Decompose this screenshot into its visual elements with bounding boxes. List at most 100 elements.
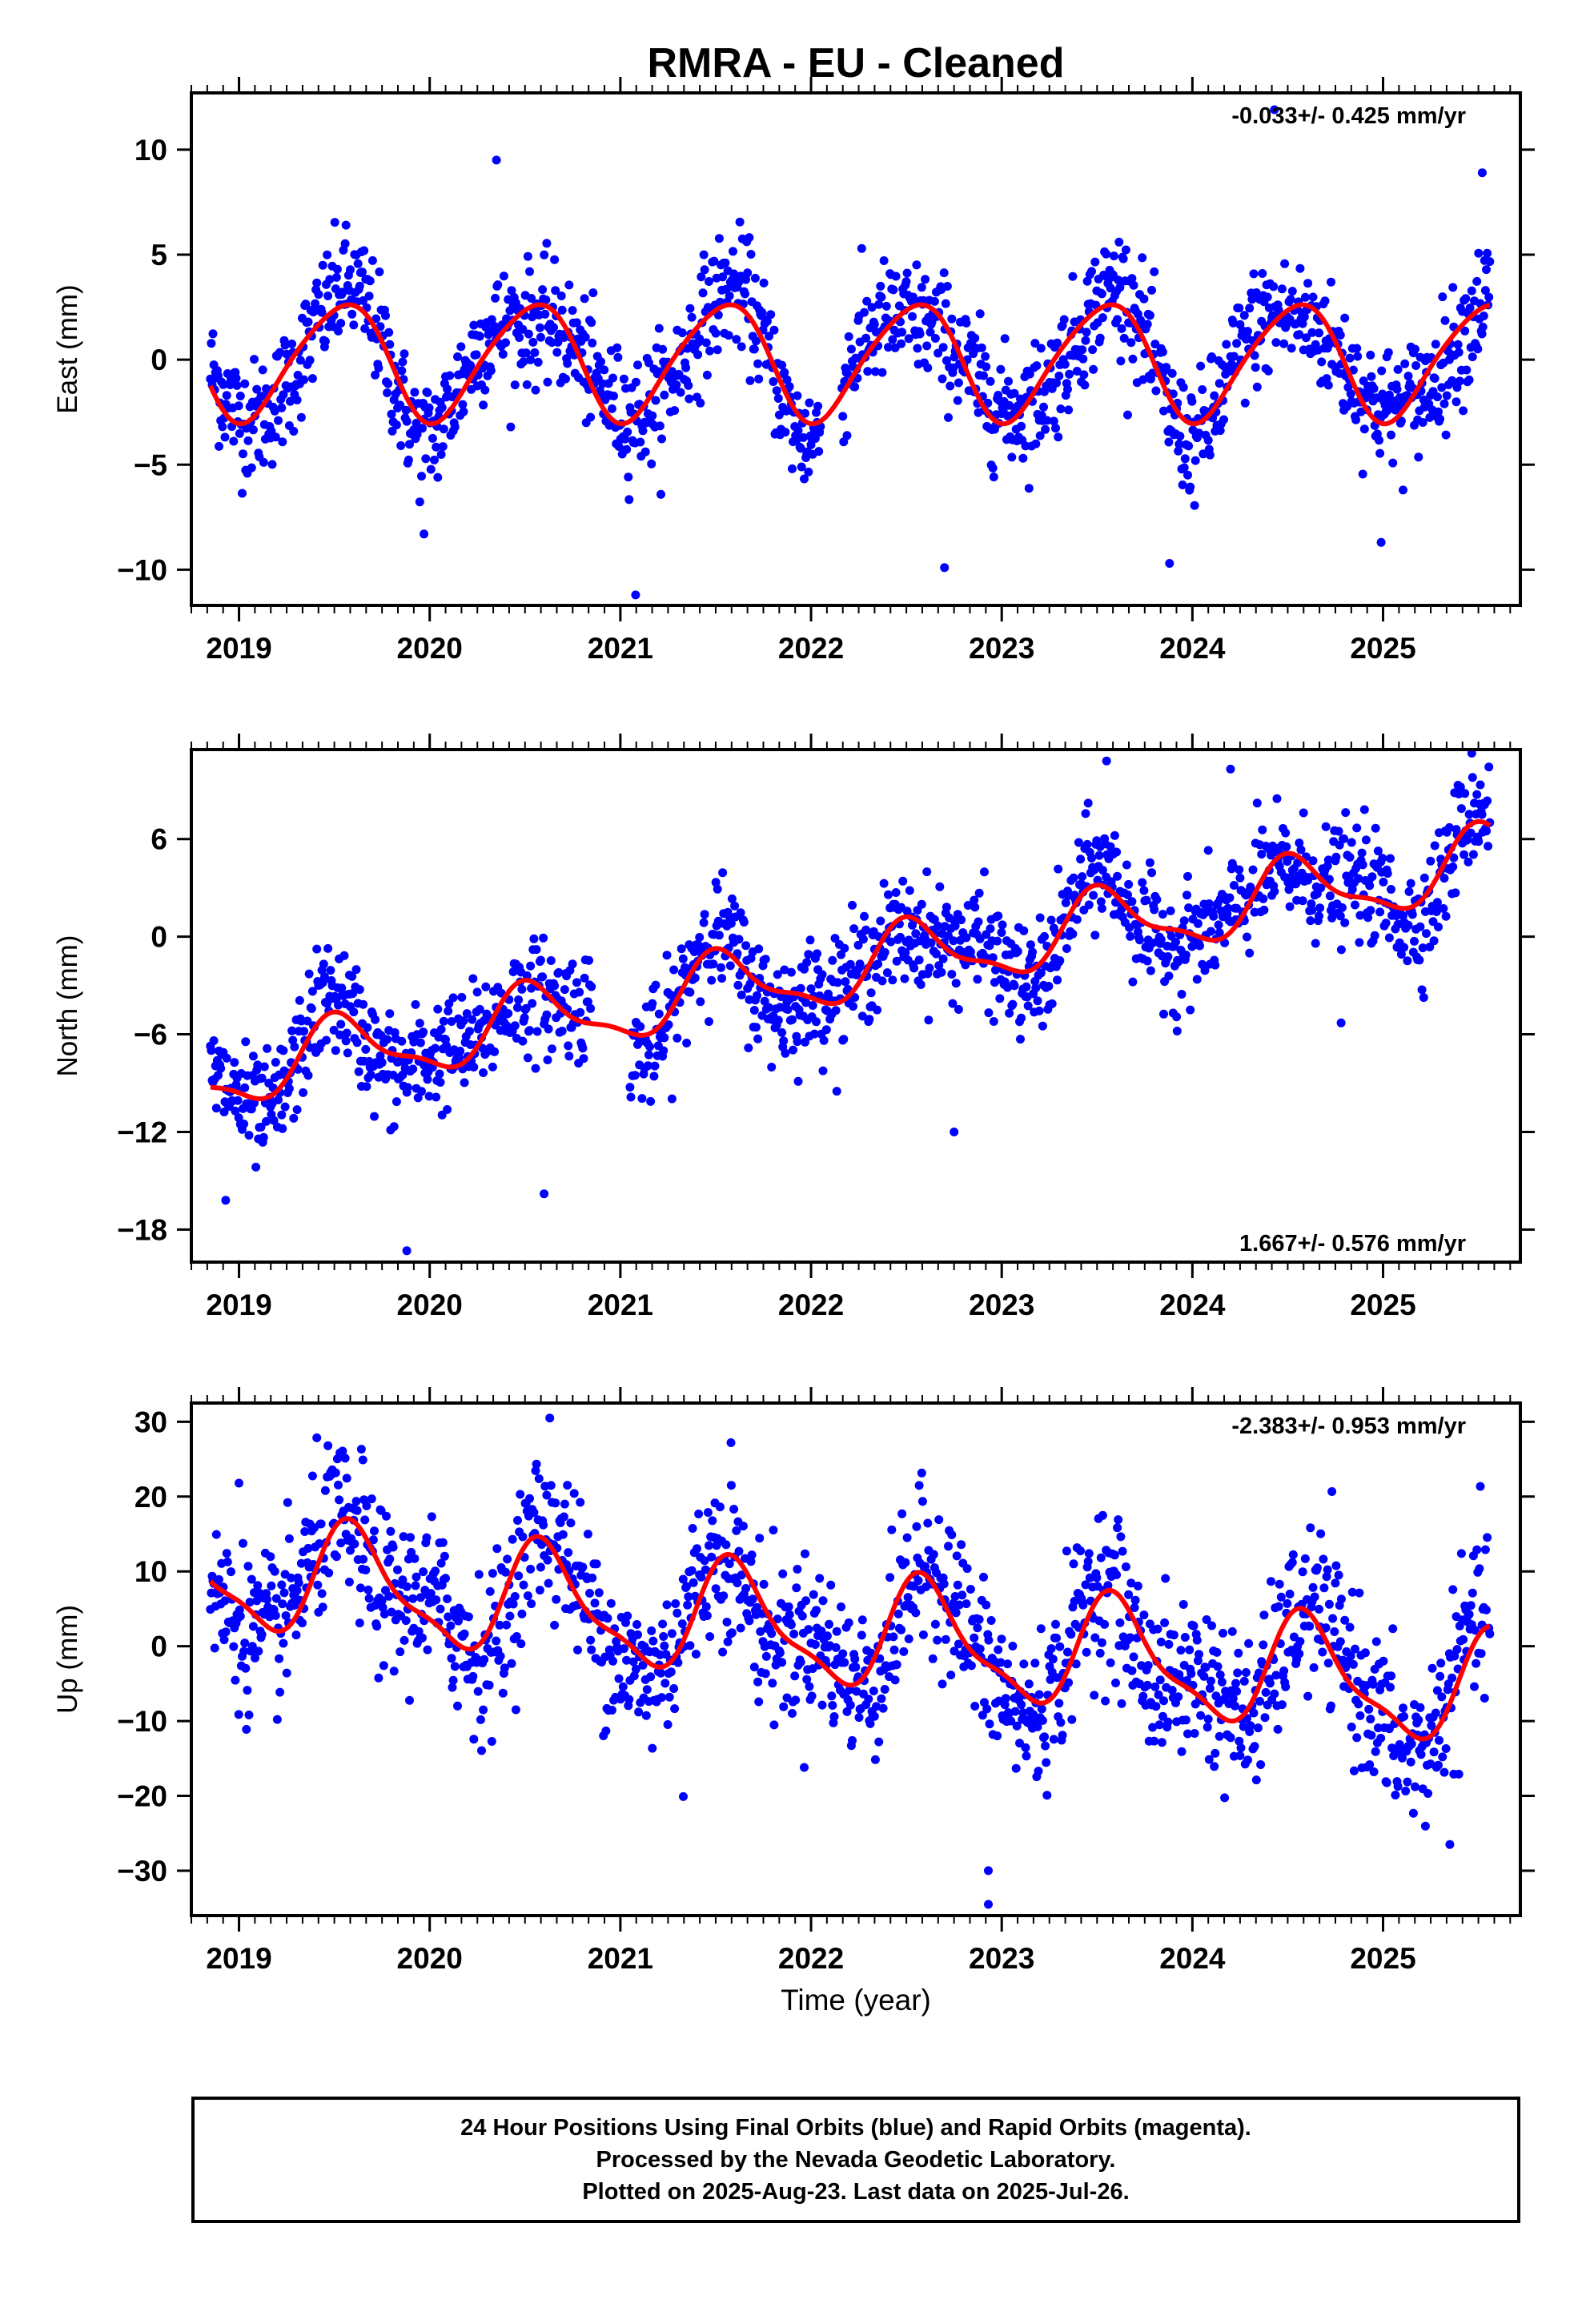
data-point (303, 1071, 313, 1080)
data-point (560, 1499, 569, 1509)
data-point (747, 1550, 757, 1560)
data-point (993, 936, 1002, 946)
data-point (973, 1623, 982, 1633)
data-point (1393, 364, 1403, 374)
data-point (1046, 1644, 1056, 1654)
data-point (659, 1632, 669, 1641)
data-point (1053, 975, 1062, 985)
data-point (817, 1626, 826, 1636)
data-point (612, 343, 622, 352)
data-point (866, 988, 876, 998)
data-point (385, 1554, 395, 1564)
data-point (947, 314, 957, 324)
data-point (1243, 1755, 1252, 1765)
data-point (624, 495, 634, 505)
east-fit-curve (208, 302, 1491, 427)
data-point (939, 1579, 949, 1589)
x-tick-label: 2020 (397, 1289, 463, 1321)
data-point (645, 1042, 654, 1051)
data-point (289, 427, 299, 436)
data-point (1259, 1640, 1268, 1650)
data-point (1348, 1659, 1358, 1669)
data-point (685, 304, 695, 313)
data-point (648, 999, 657, 1008)
data-point (1090, 1691, 1099, 1700)
data-point (416, 1038, 425, 1047)
data-point (1257, 850, 1267, 859)
data-point (912, 260, 921, 270)
data-point (398, 357, 408, 367)
data-point (1081, 809, 1090, 818)
data-point (320, 1486, 330, 1495)
data-point (974, 888, 984, 898)
data-point (1319, 1583, 1329, 1593)
data-point (270, 1566, 279, 1576)
data-point (974, 917, 983, 927)
data-point (749, 344, 759, 354)
data-point (1484, 292, 1494, 302)
north-panel: 2019 2020 2021 2022 2023 2024 2025−18−12−606 1… (52, 734, 1535, 1321)
data-point (703, 1508, 713, 1518)
data-point (1379, 877, 1388, 887)
data-point (741, 1584, 751, 1593)
data-point (475, 332, 484, 341)
data-point (1003, 1659, 1012, 1669)
data-point (1109, 251, 1118, 261)
data-point (934, 1515, 944, 1525)
data-point (323, 250, 332, 259)
data-point (1345, 853, 1355, 862)
data-point (235, 1611, 245, 1621)
data-point (1192, 1635, 1202, 1645)
data-point (629, 1671, 639, 1681)
plot-frame (190, 1401, 1522, 1917)
data-point (546, 956, 556, 965)
data-point (234, 1710, 243, 1719)
data-point (1472, 276, 1482, 286)
data-point (1331, 1561, 1341, 1570)
data-point (436, 1025, 446, 1034)
data-point (1033, 996, 1042, 1006)
data-point (314, 290, 323, 300)
data-point (400, 349, 409, 359)
data-point (1133, 1582, 1142, 1590)
data-point (722, 1618, 732, 1626)
data-point (231, 373, 241, 383)
data-point (791, 1695, 801, 1705)
data-point (432, 442, 441, 452)
y-tick-label: 10 (135, 134, 167, 167)
data-point (592, 1559, 601, 1569)
data-point (1024, 484, 1034, 493)
data-point (336, 1019, 346, 1029)
data-point (253, 1060, 263, 1070)
data-point (921, 275, 930, 284)
data-point (1035, 913, 1045, 923)
data-point (1459, 1634, 1468, 1644)
data-point (1053, 338, 1062, 348)
data-point (596, 357, 605, 367)
data-point (474, 1570, 484, 1579)
data-point (1179, 916, 1189, 926)
data-point (705, 277, 713, 286)
data-point (888, 335, 897, 344)
data-point (1411, 344, 1419, 354)
data-point (853, 940, 863, 950)
data-point (1167, 368, 1177, 378)
data-point (479, 1068, 488, 1077)
data-point (1355, 1711, 1365, 1720)
data-point (998, 920, 1007, 930)
data-point (465, 1027, 474, 1036)
data-point (1477, 810, 1487, 819)
data-point (1340, 918, 1350, 927)
data-point (962, 1564, 972, 1574)
data-point (1142, 1680, 1152, 1690)
data-point (1403, 956, 1412, 966)
data-point (360, 324, 370, 333)
data-point (426, 1589, 436, 1598)
data-point (966, 1585, 975, 1594)
outlier-point (679, 1791, 688, 1801)
data-point (435, 1069, 444, 1079)
y-tick-label: 5 (151, 239, 167, 271)
data-point (1317, 357, 1327, 367)
data-point (586, 1635, 596, 1645)
data-point (222, 1053, 231, 1063)
